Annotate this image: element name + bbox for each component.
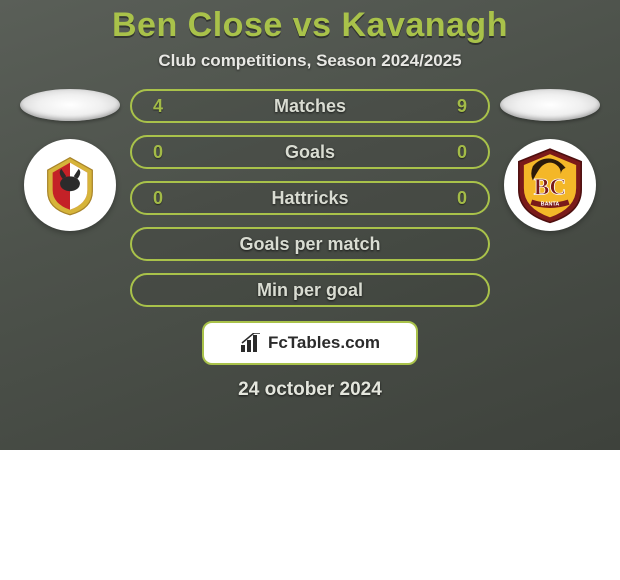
stat-left-value: 0 [148,142,168,163]
stat-row-goals: 0 Goals 0 [130,135,490,169]
stat-label: Goals [285,142,335,163]
right-player-column: BC BANTA [500,89,600,231]
bar-chart-icon [240,333,262,353]
subtitle: Club competitions, Season 2024/2025 [0,51,620,71]
bradford-badge-icon: BC BANTA [511,146,589,224]
club-badge-left [24,139,116,231]
stat-right-value: 9 [452,96,472,117]
club-badge-right: BC BANTA [504,139,596,231]
date-label: 24 october 2024 [0,379,620,401]
attribution-badge: FcTables.com [202,321,418,365]
comparison-card: Ben Close vs Kavanagh Club competitions,… [0,0,620,450]
stat-right-value: 0 [452,142,472,163]
player-marker-right [500,89,600,121]
stat-label: Goals per match [239,234,380,255]
stat-row-hattricks: 0 Hattricks 0 [130,181,490,215]
stat-row-goals-per-match: Goals per match [130,227,490,261]
stat-row-min-per-goal: Min per goal [130,273,490,307]
stat-label: Min per goal [257,280,363,301]
doncaster-badge-icon [39,154,101,216]
attribution-label: FcTables.com [268,333,380,353]
stat-left-value: 0 [148,188,168,209]
stat-right-value: 0 [452,188,472,209]
player-marker-left [20,89,120,121]
stat-left-value: 4 [148,96,168,117]
page-title: Ben Close vs Kavanagh [0,6,620,45]
stat-row-matches: 4 Matches 9 [130,89,490,123]
left-player-column [20,89,120,231]
stat-label: Hattricks [271,188,348,209]
svg-text:BANTA: BANTA [541,201,560,207]
comparison-layout: 4 Matches 9 0 Goals 0 0 Hattricks 0 Goal… [0,89,620,307]
stats-panel: 4 Matches 9 0 Goals 0 0 Hattricks 0 Goal… [130,89,490,307]
stat-label: Matches [274,96,346,117]
svg-text:BC: BC [534,174,567,200]
